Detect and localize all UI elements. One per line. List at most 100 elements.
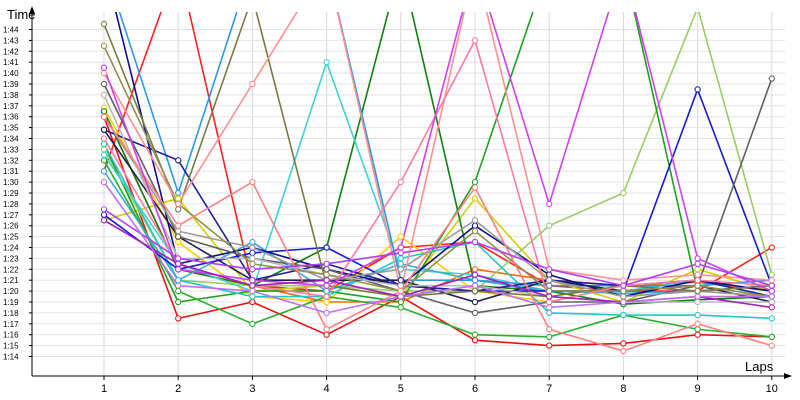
- y-tick-label: 1:22: [3, 265, 19, 274]
- data-point: [100, 211, 108, 218]
- data-point: [694, 266, 701, 273]
- x-tick-label: 3: [249, 383, 255, 395]
- data-point: [620, 189, 627, 197]
- y-tick-label: 1:41: [3, 58, 19, 67]
- data-point: [249, 266, 256, 273]
- y-tick-label: 1:28: [3, 200, 19, 209]
- data-point: [100, 206, 108, 213]
- data-point: [620, 277, 627, 284]
- data-point: [397, 249, 404, 257]
- data-point: [100, 135, 108, 142]
- data-point: [471, 309, 479, 317]
- data-point: [100, 113, 108, 120]
- y-tick-label: 1:33: [3, 145, 19, 154]
- data-point: [100, 168, 108, 175]
- data-point: [175, 266, 182, 273]
- data-point: [100, 20, 108, 28]
- data-point: [323, 260, 330, 267]
- data-point: [620, 347, 627, 355]
- data-point: [694, 255, 701, 262]
- series-line-1: [103, 116, 772, 347]
- data-point: [175, 222, 182, 229]
- data-point: [323, 277, 330, 284]
- data-point: [694, 282, 701, 289]
- data-point: [249, 298, 256, 306]
- data-point: [546, 326, 553, 333]
- data-point: [471, 217, 479, 224]
- y-axis-arrow: [29, 6, 35, 14]
- series-line-29: [103, 181, 772, 314]
- data-point: [323, 244, 330, 251]
- data-point: [768, 277, 775, 284]
- x-tick-label: 9: [695, 383, 701, 395]
- data-point: [397, 255, 404, 262]
- data-point: [546, 200, 553, 208]
- data-point: [546, 298, 553, 306]
- data-point: [620, 311, 627, 319]
- x-tick-label: 8: [620, 383, 626, 395]
- y-tick-label: 1:23: [3, 254, 19, 263]
- data-point: [100, 178, 108, 186]
- data-point: [694, 260, 701, 267]
- data-point: [694, 293, 701, 300]
- data-point: [768, 333, 775, 341]
- data-point: [100, 108, 108, 115]
- data-point: [471, 336, 479, 344]
- data-point: [397, 298, 404, 306]
- data-point: [100, 217, 108, 224]
- data-point: [546, 277, 553, 284]
- data-point: [249, 260, 256, 267]
- data-point: [175, 157, 182, 164]
- data-point: [620, 298, 627, 306]
- data-point: [620, 282, 627, 289]
- data-point: [768, 75, 775, 82]
- data-point: [471, 271, 479, 278]
- data-point: [471, 331, 479, 338]
- data-point: [397, 287, 404, 295]
- data-point: [175, 287, 182, 295]
- data-point: [397, 178, 404, 186]
- y-tick-label: 1:17: [3, 320, 19, 329]
- data-point: [471, 266, 479, 273]
- data-point: [323, 298, 330, 306]
- y-tick-label: 1:43: [3, 36, 19, 45]
- series-line-8: [103, 159, 772, 338]
- data-point: [100, 80, 108, 88]
- data-point: [546, 271, 553, 278]
- data-point: [175, 195, 182, 202]
- data-point: [249, 282, 256, 289]
- tick-labels: 1 2 3 4 5 6 7 8 9 10 1:14 1:15 1:16 1:17 1:18 1:19 1:20 1…: [3, 26, 778, 396]
- data-point: [323, 293, 330, 300]
- data-point: [694, 311, 701, 319]
- series-line-27: [103, 208, 773, 287]
- data-point: [471, 277, 479, 284]
- data-point: [768, 315, 775, 322]
- data-point: [100, 64, 108, 71]
- data-point: [397, 304, 404, 311]
- data-point: [546, 293, 553, 300]
- y-tick-label: 1:31: [3, 167, 19, 176]
- y-tick-label: 1:34: [3, 135, 19, 144]
- data-point: [768, 244, 775, 251]
- y-tick-label: 1:21: [3, 276, 19, 285]
- data-point: [471, 184, 479, 191]
- y-tick-label: 1:18: [3, 309, 19, 318]
- data-point: [100, 69, 108, 77]
- data-point: [100, 126, 108, 133]
- data-point: [694, 271, 701, 278]
- y-tick-label: 1:27: [3, 211, 19, 220]
- data-point: [546, 222, 553, 229]
- data-point: [323, 282, 330, 289]
- data-point: [768, 293, 775, 300]
- data-point: [694, 331, 701, 338]
- data-point: [175, 227, 182, 235]
- data-point: [397, 282, 404, 289]
- y-tick-label: 1:42: [3, 47, 19, 56]
- data-point: [546, 309, 553, 317]
- data-point: [546, 266, 553, 273]
- y-tick-label: 1:14: [3, 353, 19, 362]
- data-point: [768, 342, 775, 349]
- data-point: [175, 206, 182, 213]
- y-tick-label: 1:25: [3, 233, 19, 242]
